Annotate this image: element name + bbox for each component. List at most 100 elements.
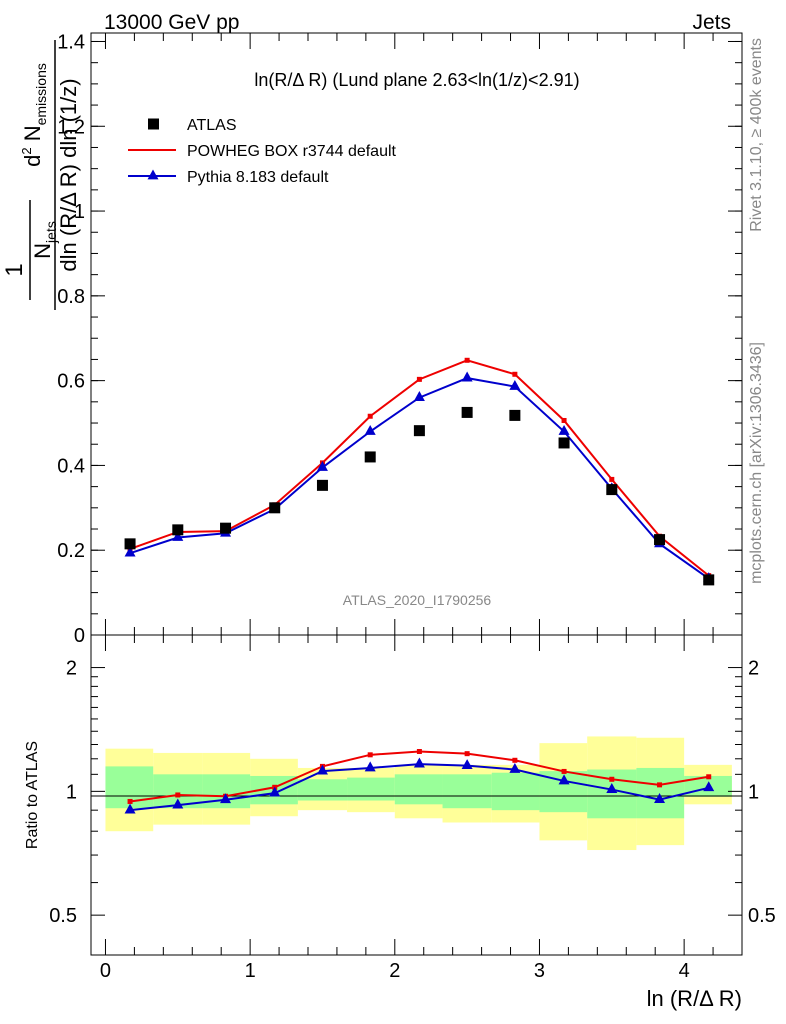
legend-label: ATLAS xyxy=(187,117,237,134)
y-tick-label: 0.4 xyxy=(57,455,85,477)
ylabel-numerator: d2 Nemissions xyxy=(19,63,49,167)
ratio-pythia-point xyxy=(703,781,715,792)
ratio-pythia-point xyxy=(172,798,184,809)
pythia-point xyxy=(364,424,376,435)
legend-marker xyxy=(147,169,159,180)
pythia-point xyxy=(172,530,184,541)
ratio-y-tick-label: 2 xyxy=(66,658,77,680)
header-right: Jets xyxy=(692,11,731,34)
ratio-y-axis-label: Ratio to ATLAS xyxy=(24,741,41,849)
ratio-band-inner xyxy=(491,772,540,811)
ratio-pythia-point xyxy=(269,786,281,797)
powheg-point xyxy=(512,371,518,377)
atlas-data-point xyxy=(220,522,232,534)
ratio-pythia-point xyxy=(413,757,425,768)
legend: ATLAS POWHEG BOX r3744 default Pythia 8.18… xyxy=(128,117,397,186)
ratio-band-inner xyxy=(442,774,492,809)
atlas-data-point xyxy=(654,534,666,546)
ratio-powheg-point xyxy=(512,757,518,763)
legend-label: POWHEG BOX r3744 default xyxy=(187,143,397,160)
atlas-data-point xyxy=(172,524,184,536)
ratio-y-tick-label-right: 2 xyxy=(748,658,759,680)
ratio-powheg-point xyxy=(706,774,712,780)
atlas-data-point xyxy=(703,574,715,586)
ratio-pythia-point xyxy=(606,783,618,793)
ratio-pythia-point xyxy=(124,803,136,814)
legend-powheg: POWHEG BOX r3744 default xyxy=(128,143,397,160)
main-series xyxy=(124,357,715,586)
pythia-point xyxy=(558,424,570,435)
ratio-y-tick-label: 0.5 xyxy=(49,905,77,927)
ratio-powheg-point xyxy=(127,798,133,804)
legend-marker xyxy=(148,118,159,130)
y-tick-label: 1.2 xyxy=(57,116,85,138)
ratio-frame xyxy=(90,634,743,956)
ratio-powheg-point xyxy=(367,752,373,758)
atlas-data-point xyxy=(364,451,376,463)
pythia-point xyxy=(509,380,521,390)
ratio-panel: 0.5 0.5 1 1 2 2 0 1 2 3 4 Ratio to ATLAS xyxy=(24,634,776,982)
main-panel: 0 0.2 0.4 0.6 0.8 1 1.2 1.4 ln(R/Δ R) (Lund pla… xyxy=(57,31,743,647)
ratio-powheg-point xyxy=(657,782,663,788)
atlas-data-point xyxy=(509,409,521,421)
side-rivet-label: Rivet 3.1.10, ≥ 400k events xyxy=(748,38,765,232)
ylabel-denominator-text: dln (R/Δ R) dln (1/z) xyxy=(56,78,81,271)
watermark-analysis-id: ATLAS_2020_I1790256 xyxy=(343,592,492,608)
ratio-y-tick-label-right: 1 xyxy=(748,781,759,803)
atlas-data-point xyxy=(124,538,136,550)
ratio-pythia-point xyxy=(461,759,473,769)
ratio-y-tick-label: 1 xyxy=(66,781,77,803)
powheg-point xyxy=(367,413,373,419)
y-tick-label: 1 xyxy=(74,201,85,223)
powheg-point xyxy=(561,417,567,423)
header-left: 13000 GeV pp xyxy=(104,11,239,34)
ylabel-denominator: dln (R/Δ R) dln (1/z) xyxy=(56,78,81,271)
ratio-band-inner xyxy=(347,777,395,801)
ylabel-one-over: 1 xyxy=(1,263,28,276)
legend-pythia: Pythia 8.183 default xyxy=(128,169,329,186)
pythia-point xyxy=(413,391,425,401)
ylabel-one: 1 xyxy=(1,263,28,276)
x-tick-label: 4 xyxy=(679,960,690,982)
atlas-data-point xyxy=(558,437,570,449)
y-tick-label: 0.8 xyxy=(57,286,85,308)
pythia-point xyxy=(316,461,328,471)
legend-atlas: ATLAS xyxy=(148,117,237,134)
ratio-pythia-point xyxy=(509,762,521,773)
ratio-axis-ticks: 0.5 0.5 1 1 2 2 0 1 2 3 4 xyxy=(49,635,776,982)
main-title: ln(R/Δ R) (Lund plane 2.63<ln(1/z)<2.91) xyxy=(254,70,579,90)
powheg-point xyxy=(416,376,422,382)
x-tick-label: 0 xyxy=(100,960,111,982)
ratio-series xyxy=(124,749,715,814)
ratio-pythia-point xyxy=(654,793,666,803)
ratio-powheg-point xyxy=(609,776,615,782)
ratio-powheg-point xyxy=(464,751,470,757)
y-tick-label: 0 xyxy=(74,625,85,647)
main-y-axis-label: 1 Njets d2 Nemissions dln (R/Δ R) dln (1… xyxy=(1,40,81,310)
x-tick-label: 1 xyxy=(245,960,256,982)
ratio-band-inner xyxy=(636,767,685,819)
ratio-band-inner xyxy=(394,774,443,805)
atlas-data-point xyxy=(269,502,281,514)
main-axis-ticks: 0 0.2 0.4 0.6 0.8 1 1.2 1.4 xyxy=(57,31,742,647)
atlas-data-point xyxy=(413,425,425,437)
atlas-data-point xyxy=(461,406,473,418)
powheg-point xyxy=(609,476,615,482)
ratio-powheg-point xyxy=(561,768,567,774)
pythia-point xyxy=(461,371,473,382)
ratio-pythia-point xyxy=(220,793,232,804)
ratio-band-inner xyxy=(297,779,348,801)
x-axis-label: ln (R/Δ R) xyxy=(647,986,742,1011)
side-mcplots-label: mcplots.cern.ch [arXiv:1306.3436] xyxy=(748,342,765,584)
powheg-point xyxy=(464,357,470,363)
ratio-pythia-point xyxy=(558,774,570,785)
x-tick-label: 3 xyxy=(534,960,545,982)
atlas-data-point xyxy=(316,479,328,491)
ratio-y-tick-label-right: 0.5 xyxy=(748,905,776,927)
x-tick-label: 2 xyxy=(389,960,400,982)
pythia-point xyxy=(124,546,136,557)
y-tick-label: 0.6 xyxy=(57,371,85,393)
ratio-pythia-point xyxy=(316,764,328,775)
pythia-line xyxy=(129,377,710,580)
